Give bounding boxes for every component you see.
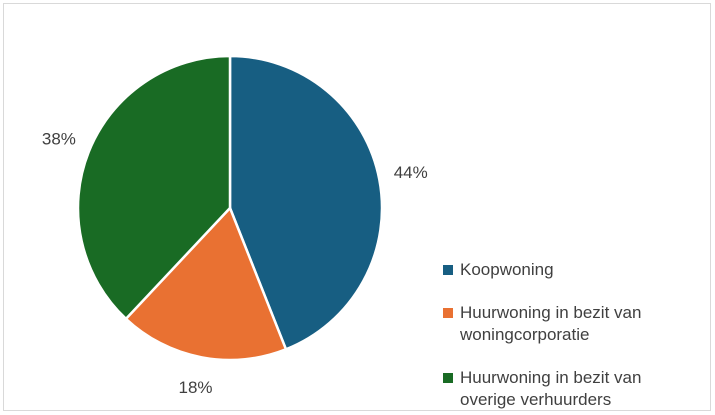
pie-slice	[76, 54, 232, 321]
legend-item: Koopwoning	[443, 259, 693, 281]
legend-swatch	[443, 265, 453, 275]
legend-item: Huurwoning in bezit van overige verhuurd…	[443, 367, 693, 411]
legend-label: Koopwoning	[460, 260, 554, 279]
legend-item: Huurwoning in bezit van woningcorporatie	[443, 302, 693, 346]
legend-label: Huurwoning in bezit van overige verhuurd…	[460, 368, 642, 409]
pie-slice	[124, 205, 288, 362]
legend: Koopwoning Huurwoning in bezit van woning…	[443, 259, 693, 411]
legend-swatch	[443, 373, 453, 383]
data-label: 44%	[394, 163, 428, 182]
pie-slice	[228, 54, 384, 351]
data-label: 18%	[179, 378, 213, 397]
legend-swatch	[443, 308, 453, 318]
data-label: 38%	[42, 130, 76, 149]
legend-label: Huurwoning in bezit van woningcorporatie	[460, 303, 642, 344]
